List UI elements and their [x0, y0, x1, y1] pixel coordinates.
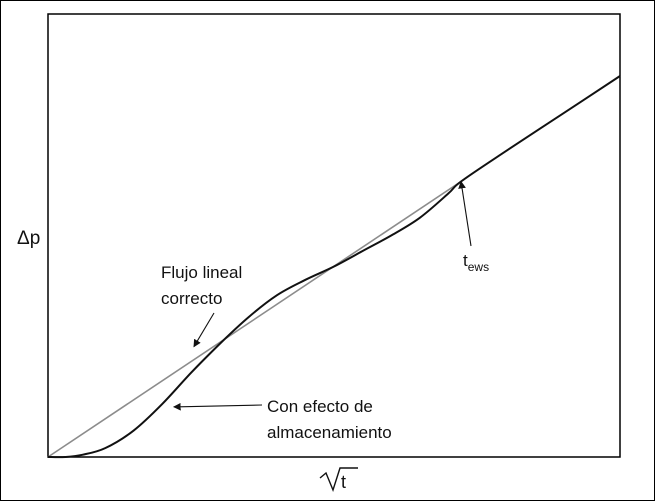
annotation-arrows	[173, 180, 472, 411]
y-axis-label: Δp	[17, 228, 40, 249]
arrow-tews	[458, 180, 472, 247]
arrow-storage	[173, 402, 263, 411]
annotation-tews-subscript: ews	[468, 260, 489, 274]
radical-sign-icon	[319, 467, 358, 493]
annotation-storage-line2: almacenamiento	[267, 423, 392, 442]
annotation-linear-line2: correcto	[161, 289, 222, 308]
x-axis-label: t	[319, 467, 358, 493]
x-axis-symbol: t	[341, 472, 346, 492]
annotation-tews-base: t	[463, 251, 468, 270]
series-linear-flow-line	[47, 180, 462, 458]
annotation-storage-line1: Con efecto de	[267, 397, 373, 416]
annotation-tews: tews	[463, 251, 489, 274]
arrow-linear	[193, 312, 215, 348]
plot-area	[47, 13, 621, 458]
annotation-linear-line1: Flujo lineal	[161, 263, 242, 282]
